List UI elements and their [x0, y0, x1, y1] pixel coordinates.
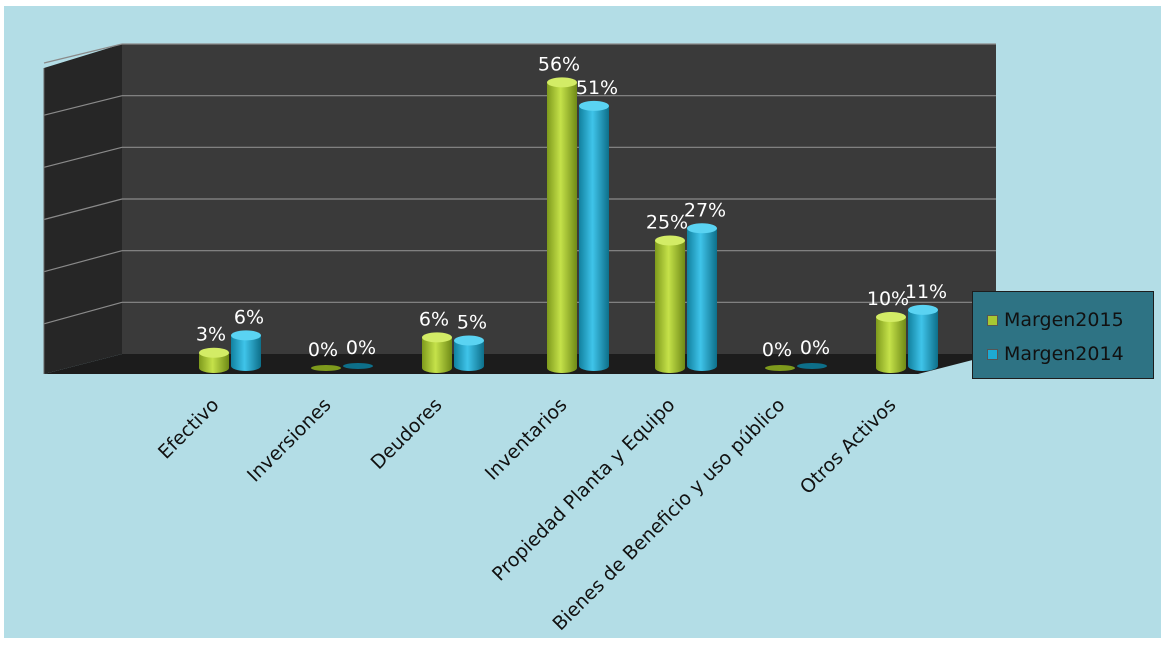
category-label: Deudores: [367, 394, 447, 474]
chart-svg: 3% 6% 0% 0% 6% 5% 56%51% 25%27% 0% 0% 10%11% Efect…: [43, 43, 996, 635]
bars: [199, 77, 938, 374]
data-label: 3%: [196, 324, 226, 346]
gridline-side: [43, 198, 123, 221]
legend-swatch-blue-icon: [987, 348, 998, 360]
bar: [876, 312, 906, 373]
legend-label: Margen2015: [1004, 309, 1124, 331]
data-label: 27%: [684, 199, 726, 221]
data-labels: 3% 6% 0% 0% 6% 5% 56%51% 25%27% 0% 0% 10%11%: [196, 53, 947, 361]
category-label: Propiedad Planta y Equipo: [488, 394, 680, 586]
data-label: 56%: [538, 53, 580, 75]
gridline-side: [43, 301, 123, 325]
data-label: 5%: [457, 312, 487, 334]
gridline-side: [43, 250, 123, 273]
plot-floor: [44, 354, 996, 374]
bar: [231, 330, 261, 371]
data-label: 6%: [419, 308, 449, 330]
bar: [454, 335, 484, 371]
legend-label: Margen2014: [1004, 343, 1124, 365]
bar: [343, 363, 373, 369]
data-label: 6%: [234, 306, 264, 328]
bar: [655, 235, 685, 373]
bar: [311, 365, 341, 371]
legend-item-margen2015: Margen2015: [987, 306, 1124, 334]
bar: [908, 304, 938, 371]
data-label: 0%: [346, 337, 376, 359]
category-label: Efectivo: [154, 394, 224, 464]
legend-swatch-green-icon: [987, 314, 998, 326]
legend: Margen2015 Margen2014: [972, 291, 1154, 379]
bar: [579, 100, 609, 372]
data-label: 51%: [576, 77, 618, 99]
category-label: Inversiones: [243, 394, 336, 487]
data-label: 0%: [800, 337, 830, 359]
legend-item-margen2014: Margen2014: [987, 340, 1124, 368]
category-label: Otros Activos: [796, 394, 901, 499]
data-label: 0%: [308, 339, 338, 361]
data-label: 10%: [867, 288, 909, 310]
bar: [765, 365, 795, 371]
gridline-side: [43, 43, 123, 64]
bar: [797, 363, 827, 369]
data-label: 0%: [762, 339, 792, 361]
category-label: Bienes de Beneficio y uso público: [548, 394, 789, 635]
category-labels: Efectivo Inversiones Deudores InventariosPr…: [154, 394, 901, 635]
bar: [547, 77, 577, 374]
gridline-side: [43, 95, 123, 116]
chart-frame: 3% 6% 0% 0% 6% 5% 56% 51% 25% 27% 0% 0% 10% 11% Efect…: [4, 6, 1161, 638]
bar: [687, 223, 717, 371]
gridline-side: [43, 146, 123, 168]
bar: [422, 332, 452, 373]
data-label: 11%: [905, 281, 947, 303]
data-label: 25%: [646, 212, 688, 234]
bar: [199, 347, 229, 373]
category-label: Inventarios: [481, 394, 572, 485]
